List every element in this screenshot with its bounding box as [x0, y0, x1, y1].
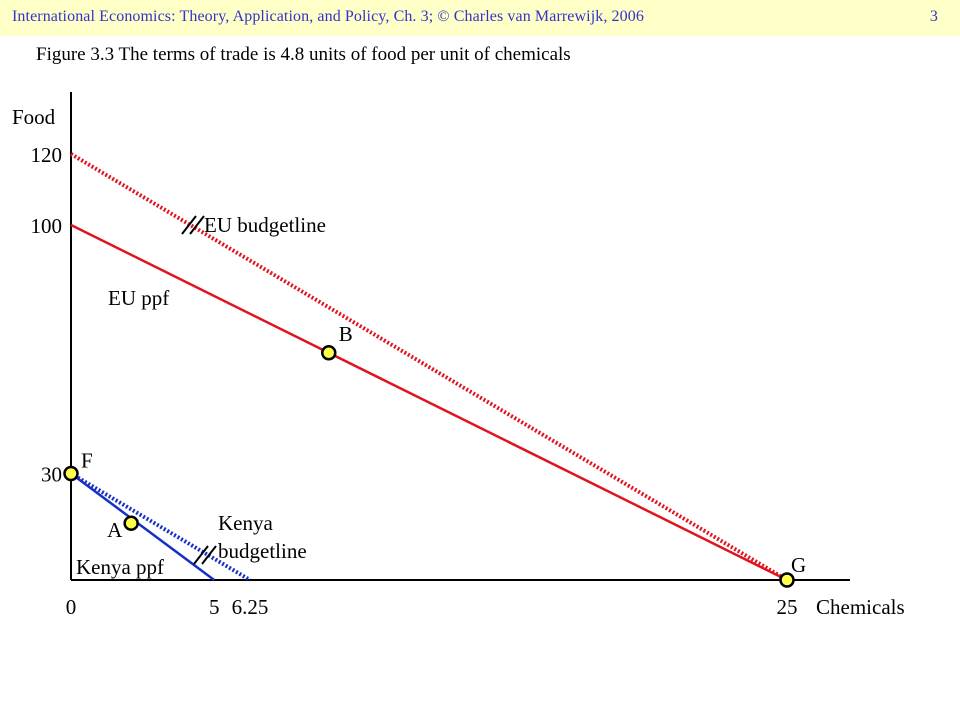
- header-text: International Economics: Theory, Applica…: [12, 8, 948, 26]
- x-tick-label-25: 25: [777, 595, 798, 619]
- annotation-eu-budgetline: EU budgetline: [204, 213, 326, 237]
- x-tick-label-0: 0: [66, 595, 77, 619]
- series-line-eu-budgetline: [69, 152, 789, 582]
- point-a: [123, 515, 139, 531]
- series-line-eu-ppf: [70, 223, 788, 582]
- y-tick-label-120: 120: [31, 143, 63, 167]
- point-label-a: A: [107, 518, 123, 542]
- annotation-kenya-ppf: Kenya ppf: [76, 555, 164, 579]
- x-tick-label-6-25: 6.25: [232, 595, 269, 619]
- figure-title: Figure 3.3 The terms of trade is 4.8 uni…: [36, 44, 571, 65]
- annotation-kenya-budgetline-line-2: budgetline: [218, 539, 307, 563]
- point-f: [63, 465, 79, 482]
- point-b: [321, 345, 337, 361]
- point-label-b: B: [339, 322, 353, 346]
- y-tick-label-100: 100: [31, 214, 63, 238]
- series-line-kenya-ppf: [70, 472, 215, 582]
- page-number: 3: [929, 8, 938, 25]
- y-tick-label-30: 30: [41, 463, 62, 487]
- y-axis-label: Food: [12, 105, 56, 129]
- header-band: [0, 0, 960, 36]
- point-label-f: F: [81, 449, 93, 473]
- annotation-eu-ppf: EU ppf: [108, 286, 169, 310]
- point-g: [779, 572, 795, 588]
- point-label-g: G: [791, 553, 806, 577]
- parallel-mark-kenya-budgetline: [193, 545, 217, 565]
- series-line-kenya-budgetline: [69, 471, 252, 582]
- parallel-mark-eu-budgetline: [181, 215, 205, 235]
- x-axis-label: Chemicals: [816, 595, 905, 619]
- header-citation: International Economics: Theory, Applica…: [12, 8, 644, 25]
- x-tick-label-5: 5: [209, 595, 220, 619]
- annotation-kenya-budgetline-line-1: Kenya: [218, 511, 273, 535]
